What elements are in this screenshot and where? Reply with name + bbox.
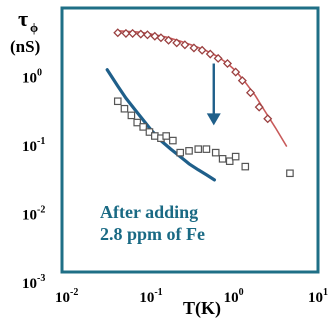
diamond-marker xyxy=(237,76,247,86)
square-marker xyxy=(120,104,129,113)
square-marker xyxy=(202,145,211,153)
y-tick-exponent: 0 xyxy=(37,68,42,79)
diamond-marker xyxy=(197,45,207,55)
y-axis-label-symbol: τ xyxy=(18,6,28,31)
square-marker xyxy=(241,162,250,171)
diamond-marker xyxy=(142,30,152,40)
square-marker xyxy=(145,128,154,136)
markers xyxy=(113,28,294,178)
square-marker xyxy=(139,123,147,131)
annotation-line: 2.8 ppm of Fe xyxy=(100,224,205,244)
arrow xyxy=(206,63,221,126)
y-tick-exponent: -2 xyxy=(37,205,45,216)
diamond-marker xyxy=(254,102,264,112)
diamond-marker xyxy=(213,53,223,63)
square-marker xyxy=(286,169,294,178)
y-tick-exponent: -3 xyxy=(37,273,45,284)
diamond-marker xyxy=(128,28,138,38)
x-tick-exponent: 0 xyxy=(239,287,244,298)
x-tick-label: 100 xyxy=(224,287,244,306)
square-marker xyxy=(211,148,220,157)
diamond-marker xyxy=(231,67,241,77)
square-marker xyxy=(151,132,159,140)
y-tick-label: 10-3 xyxy=(22,273,45,292)
square-marker xyxy=(162,132,170,140)
square-marker xyxy=(133,118,142,127)
diamond-marker xyxy=(263,114,273,124)
y-axis-label-subscript: ϕ xyxy=(30,20,38,35)
square-marker xyxy=(176,148,185,157)
diamond-marker xyxy=(245,88,256,98)
diamond-marker xyxy=(164,35,174,45)
x-tick-label: 10-1 xyxy=(139,287,162,306)
square-marker xyxy=(127,111,136,120)
square-marker xyxy=(225,157,234,165)
x-tick-exponent: -2 xyxy=(70,287,78,298)
square-marker xyxy=(231,152,240,161)
square-marker xyxy=(185,147,193,155)
diamond-marker xyxy=(205,49,215,59)
x-tick-label: 10-2 xyxy=(55,287,78,306)
diamond-marker xyxy=(189,43,199,53)
y-tick-base: 10 xyxy=(22,139,37,155)
x-tick-base: 10 xyxy=(139,290,154,306)
y-axis-label: τ ϕ (nS) xyxy=(10,6,40,56)
diamond-marker xyxy=(136,29,146,39)
y-tick-exponent: -1 xyxy=(37,136,45,147)
y-tick-label: 10-1 xyxy=(22,136,45,155)
square-marker xyxy=(169,136,177,145)
diamond-marker xyxy=(150,31,160,41)
x-tick-exponent: 1 xyxy=(323,287,328,298)
plot-frame xyxy=(60,6,320,274)
y-tick-base: 10 xyxy=(22,71,37,87)
x-tick-base: 10 xyxy=(308,290,323,306)
x-tick-base: 10 xyxy=(224,290,239,306)
diamond-marker xyxy=(180,40,190,50)
square-marker xyxy=(113,97,122,106)
x-axis-label: T(K) xyxy=(183,298,221,319)
y-tick-base: 10 xyxy=(22,276,37,292)
annotation-line: After adding xyxy=(100,202,198,222)
diamond-marker xyxy=(172,38,182,48)
y-tick-base: 10 xyxy=(22,208,37,224)
diamond-marker xyxy=(121,28,131,38)
y-axis-label-units: (nS) xyxy=(10,37,40,56)
arrow-head xyxy=(206,113,221,126)
square-marker xyxy=(218,155,227,163)
x-tick-exponent: -1 xyxy=(154,287,162,298)
y-tick-label: 10-2 xyxy=(22,205,45,224)
diamond-marker xyxy=(222,58,233,69)
x-tick-label: 101 xyxy=(308,287,328,306)
x-tick-base: 10 xyxy=(55,290,70,306)
diamond-marker xyxy=(156,33,166,43)
diamond-marker xyxy=(113,28,123,38)
y-tick-label: 100 xyxy=(22,68,42,87)
square-marker xyxy=(194,145,203,153)
